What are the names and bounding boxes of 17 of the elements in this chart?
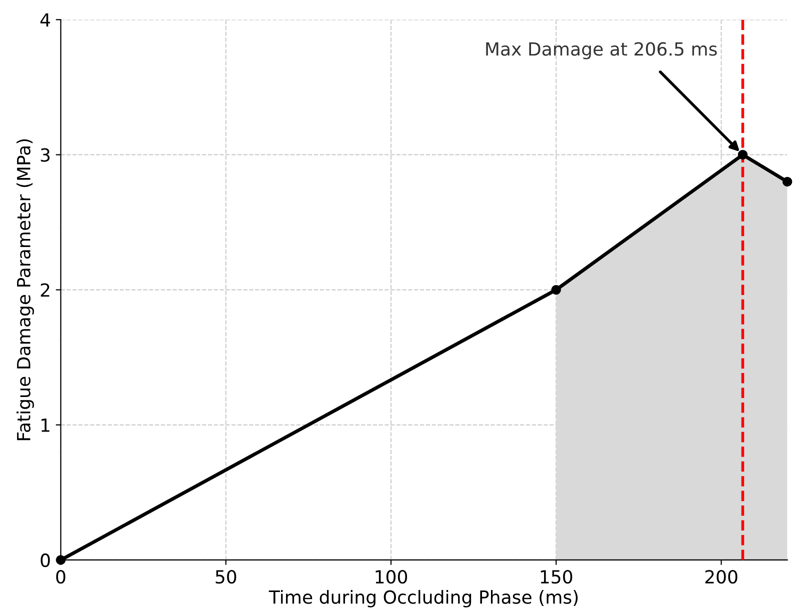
point xyxy=(56,555,66,565)
x-tick-label: 200 xyxy=(705,570,738,584)
x-tick-label: 0 xyxy=(56,570,66,584)
annotation: Max Damage at 206.5 ms xyxy=(486,42,717,60)
x-tick-label: 50 xyxy=(216,570,236,584)
y-tick-label: 4 xyxy=(40,13,50,27)
point xyxy=(782,176,792,187)
x-tick-label: 100 xyxy=(376,570,408,584)
y-tick-label: 0 xyxy=(40,553,50,568)
y-tick-label: 2 xyxy=(40,283,50,297)
point xyxy=(551,284,561,295)
y-tick-label: 1 xyxy=(42,418,50,432)
point xyxy=(738,150,748,160)
y-tick-label: 3 xyxy=(40,148,50,162)
y-axis-title: Fatigue Damage Parameter (MPa) xyxy=(16,139,34,440)
x-axis-title: Time during Occluding Phase (ms) xyxy=(268,590,578,608)
x-tick-label: 150 xyxy=(540,570,572,584)
